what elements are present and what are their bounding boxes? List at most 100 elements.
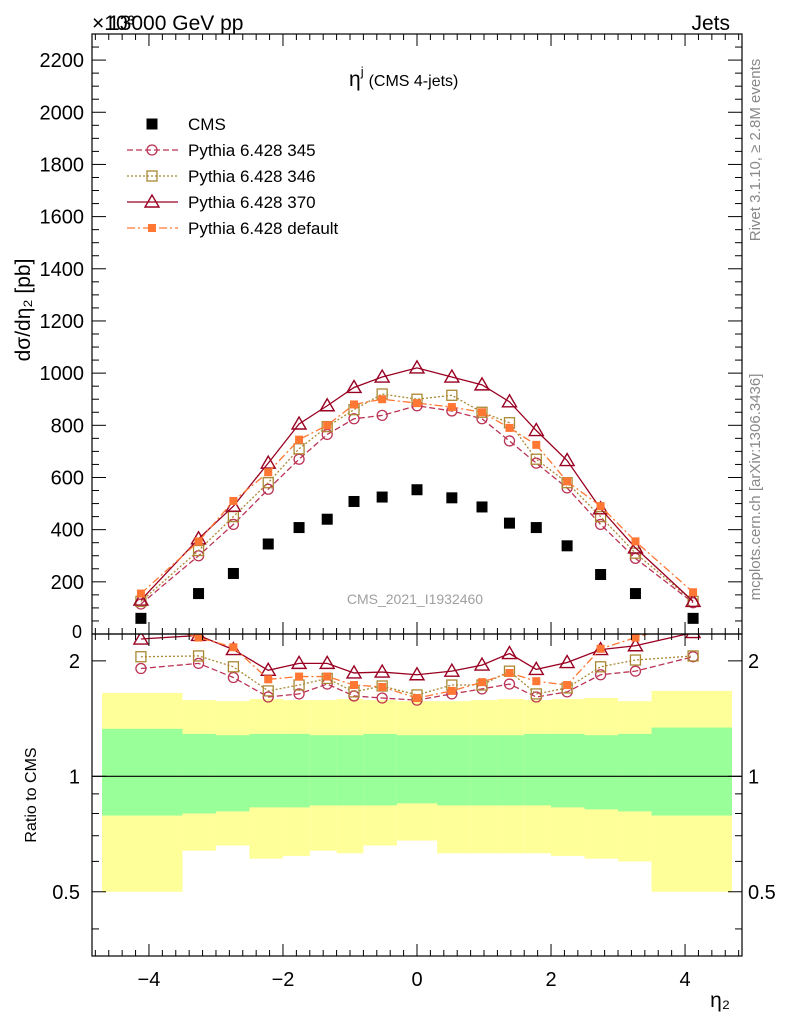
data-point-pythia-6-428-default bbox=[323, 421, 332, 430]
data-point-cms bbox=[561, 540, 573, 552]
ratio-tick-label-right: 2 bbox=[748, 651, 759, 673]
ratio-point-pythia-6-428-370 bbox=[318, 654, 336, 670]
y-tick-label: 200 bbox=[51, 572, 84, 594]
band-green-bin bbox=[470, 735, 498, 806]
ratio-point-pythia-6-428-346 bbox=[687, 650, 699, 662]
data-point-pythia-6-428-default bbox=[295, 435, 304, 444]
ratio-point-pythia-6-428-370 bbox=[473, 656, 491, 671]
ratio-point-pythia-6-428-345 bbox=[503, 678, 516, 690]
band-green-bin bbox=[282, 733, 310, 808]
data-point-cms bbox=[227, 567, 239, 579]
ratio-point-pythia-6-428-345 bbox=[262, 691, 274, 703]
series-cms bbox=[135, 484, 699, 624]
data-point-cms bbox=[476, 501, 488, 513]
ratio-point-pythia-6-428-default bbox=[295, 672, 304, 681]
ratio-point-pythia-6-428-default bbox=[194, 634, 203, 642]
data-point-cms bbox=[530, 522, 542, 534]
ratio-tick-label-left: 2 bbox=[69, 651, 80, 673]
data-point-pythia-6-428-346 bbox=[594, 510, 607, 523]
data-point-pythia-6-428-default bbox=[505, 423, 514, 432]
legend-entry-cms: CMS bbox=[146, 115, 226, 134]
data-point-cms bbox=[321, 513, 333, 525]
ratio-line-pythia-6-428-346 bbox=[140, 655, 694, 696]
y-tick-label: 1200 bbox=[40, 311, 85, 333]
ratio-point-pythia-6-428-346 bbox=[594, 661, 607, 673]
data-point-pythia-6-428-default bbox=[563, 477, 572, 486]
ratio-point-pythia-6-428-370 bbox=[373, 663, 391, 678]
ratio-point-pythia-6-428-default bbox=[447, 686, 456, 695]
header-right: Jets bbox=[691, 12, 730, 35]
ratio-point-pythia-6-428-370 bbox=[132, 634, 150, 645]
ratio-point-pythia-6-428-default bbox=[413, 694, 421, 703]
data-point-pythia-6-428-345 bbox=[227, 518, 240, 531]
ratio-point-pythia-6-428-370 bbox=[290, 654, 308, 670]
data-point-pythia-6-428-370 bbox=[318, 397, 336, 412]
mcplots-credit-text: mcplots.cern.ch [arXiv:1306.3436] bbox=[747, 374, 764, 601]
data-point-pythia-6-428-345 bbox=[376, 409, 388, 422]
ratio-tick-label-right: 1 bbox=[748, 766, 759, 788]
band-green-bin bbox=[249, 733, 283, 808]
band-green-bin bbox=[524, 733, 552, 806]
y-tick-label: 1800 bbox=[40, 154, 85, 176]
legend-marker bbox=[148, 224, 156, 232]
data-point-cms bbox=[687, 612, 699, 624]
data-point-pythia-6-428-370 bbox=[627, 539, 644, 554]
data-point-pythia-6-428-default bbox=[350, 400, 359, 409]
data-point-pythia-6-428-370 bbox=[345, 379, 363, 394]
y-tick-label: 1400 bbox=[40, 259, 85, 281]
ratio-tick-label-left: 0.5 bbox=[52, 882, 80, 904]
ratio-point-pythia-6-428-default bbox=[323, 672, 332, 681]
series-pythia-6-428-346 bbox=[135, 388, 699, 608]
data-point-pythia-6-428-default bbox=[631, 537, 640, 546]
data-point-pythia-6-428-default bbox=[689, 588, 698, 597]
data-point-pythia-6-428-default bbox=[532, 440, 541, 449]
exponent-label: ×10³ bbox=[92, 12, 135, 35]
ratio-point-pythia-6-428-default bbox=[264, 675, 273, 684]
plot-title: ηj (CMS 4-jets) bbox=[349, 64, 458, 91]
data-point-cms bbox=[293, 522, 305, 534]
uncertainty-bands bbox=[102, 690, 732, 892]
legend-label: Pythia 6.428 346 bbox=[188, 167, 316, 186]
x-tick-label: −2 bbox=[272, 969, 295, 991]
data-point-pythia-6-428-346 bbox=[530, 453, 542, 465]
data-point-cms bbox=[376, 491, 388, 503]
ratio-point-pythia-6-428-default bbox=[563, 681, 572, 690]
ratio-series-pythia-6-428-default bbox=[184, 634, 650, 703]
band-green-bin bbox=[363, 733, 397, 806]
data-point-pythia-6-428-370 bbox=[373, 368, 391, 383]
y-tick-label: 400 bbox=[51, 520, 84, 542]
data-point-pythia-6-428-345 bbox=[348, 413, 360, 425]
ratio-line-pythia-6-428-370 bbox=[140, 634, 690, 676]
plot-title-superscript: j bbox=[360, 64, 364, 79]
data-point-pythia-6-428-345 bbox=[293, 453, 305, 465]
plot-title-symbol: η bbox=[349, 68, 361, 91]
data-point-pythia-6-428-default bbox=[413, 399, 421, 408]
legend-entry-pythia-6-428-345: Pythia 6.428 345 bbox=[127, 141, 316, 160]
series-layer bbox=[132, 359, 702, 706]
band-green-bin bbox=[102, 728, 183, 816]
legend-entry-pythia-6-428-346: Pythia 6.428 346 bbox=[127, 167, 316, 186]
data-point-cms bbox=[262, 538, 274, 550]
rivet-version-text: Rivet 3.1.10, ≥ 2.8M events bbox=[747, 59, 764, 242]
data-point-pythia-6-428-default bbox=[194, 537, 203, 546]
data-point-cms bbox=[348, 495, 360, 507]
axes: −4 −2 0 2 4 200 400 600 800 1000 1200 1400 1600 1800 2… bbox=[40, 33, 776, 991]
ratio-point-pythia-6-428-345 bbox=[376, 692, 388, 704]
ratio-point-pythia-6-428-345 bbox=[135, 662, 147, 675]
legend-label: Pythia 6.428 370 bbox=[188, 193, 316, 212]
band-green-bin bbox=[651, 727, 732, 816]
ratio-series-pythia-6-428-370 bbox=[132, 634, 702, 681]
ratio-point-pythia-6-428-346 bbox=[530, 688, 542, 700]
data-point-cms bbox=[193, 588, 205, 600]
legend-label: Pythia 6.428 default bbox=[188, 219, 339, 238]
data-point-pythia-6-428-346 bbox=[192, 544, 205, 557]
ratio-point-pythia-6-428-370 bbox=[627, 637, 644, 652]
data-point-pythia-6-428-370 bbox=[473, 376, 491, 391]
legend-entry-pythia-6-428-370: Pythia 6.428 370 bbox=[127, 193, 316, 212]
ratio-point-pythia-6-428-370 bbox=[443, 662, 461, 677]
y-axis-label-ratio: Ratio to CMS bbox=[23, 747, 40, 842]
ratio-point-pythia-6-428-346 bbox=[629, 654, 642, 666]
data-point-pythia-6-428-346 bbox=[293, 443, 305, 455]
legend-marker bbox=[143, 193, 161, 208]
data-point-pythia-6-428-370 bbox=[501, 393, 518, 408]
